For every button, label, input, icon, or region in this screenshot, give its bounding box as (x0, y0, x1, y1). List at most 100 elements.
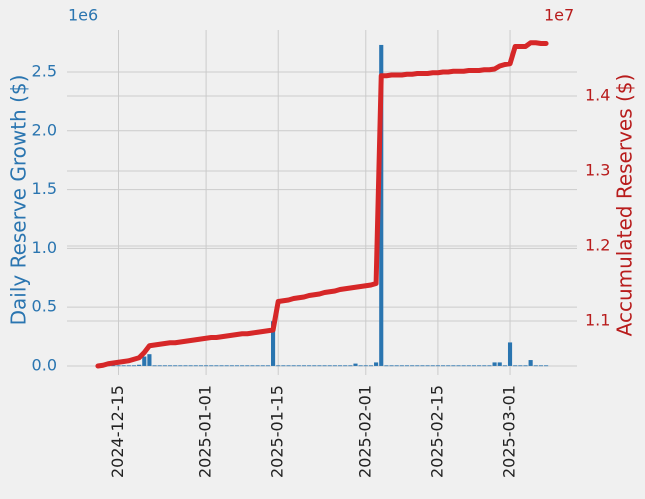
bar (518, 365, 523, 367)
bar (425, 365, 430, 367)
x-tick-label: 2025-03-01 (500, 385, 519, 478)
bar (147, 354, 152, 366)
bar (121, 365, 126, 367)
bar (384, 365, 389, 367)
y2-tick-label: 1.2 (585, 236, 610, 255)
bar (245, 365, 250, 367)
bar (229, 365, 234, 367)
bar (451, 365, 456, 367)
bar (435, 365, 440, 367)
y-tick-label: 1.0 (32, 238, 57, 257)
y2-tick-label: 1.3 (585, 161, 610, 180)
bar (461, 365, 466, 367)
y-tick-label: 2.5 (32, 61, 57, 80)
bar (183, 365, 188, 367)
bar (363, 365, 368, 367)
y-axis-label: Daily Reserve Growth ($) (7, 75, 31, 326)
bar (111, 365, 116, 367)
bar (173, 365, 178, 367)
bar (178, 365, 183, 367)
bar (358, 365, 363, 367)
bar (152, 365, 157, 367)
bar (368, 365, 373, 367)
bar (188, 365, 193, 367)
bar (281, 365, 286, 367)
bar (446, 365, 451, 367)
bar (528, 360, 533, 366)
bar (430, 365, 435, 367)
y-offset-label: 1e6 (68, 6, 98, 25)
bar (126, 365, 131, 367)
bar (198, 365, 203, 367)
bar (204, 365, 209, 367)
x-tick-label: 2024-12-15 (108, 385, 127, 478)
x-tick-label: 2025-01-15 (268, 385, 287, 478)
bar (374, 362, 379, 366)
bar (471, 365, 477, 367)
bar (167, 365, 173, 367)
bar (456, 365, 461, 367)
x-tick-label: 2025-02-15 (427, 385, 446, 478)
y-tick-label: 0.0 (32, 355, 57, 374)
bar (394, 365, 399, 367)
bar (296, 365, 301, 367)
bar (286, 365, 291, 367)
bar (441, 365, 446, 367)
bar (322, 365, 327, 367)
bar (276, 365, 281, 367)
bar (307, 365, 312, 367)
bar (477, 365, 482, 367)
bar (497, 362, 502, 366)
bar (492, 362, 497, 366)
bar (193, 365, 198, 367)
bar (482, 365, 487, 367)
bar (255, 365, 260, 367)
bar (116, 365, 121, 367)
bar (404, 365, 410, 367)
bar (487, 365, 492, 367)
bar (291, 365, 296, 367)
bar (544, 365, 549, 367)
y-tick-label: 2.0 (32, 120, 57, 139)
bar (137, 364, 142, 366)
y2-offset-label: 1e7 (544, 6, 574, 25)
bar (353, 363, 358, 366)
bar (327, 365, 332, 367)
bar (410, 365, 415, 367)
bar (234, 365, 240, 367)
bar (379, 44, 384, 366)
bar (162, 365, 167, 367)
bar (466, 365, 471, 367)
bar (271, 321, 276, 366)
bar (142, 356, 147, 366)
bar (389, 365, 394, 367)
y2-tick-label: 1.1 (585, 311, 610, 330)
x-tick-label: 2025-02-01 (355, 385, 374, 478)
bar (399, 365, 404, 367)
bar (240, 365, 245, 367)
bar (224, 365, 229, 367)
x-tick-label: 2025-01-01 (196, 385, 215, 478)
bar (312, 365, 317, 367)
bar (265, 365, 270, 367)
bar (533, 365, 538, 367)
bar (523, 365, 528, 367)
bar (209, 365, 214, 367)
bar (301, 365, 307, 367)
y-tick-label: 0.5 (32, 297, 57, 316)
bar (502, 365, 507, 367)
bar (131, 365, 137, 367)
bar (214, 365, 219, 367)
bar (343, 365, 348, 367)
bar (250, 365, 255, 367)
y2-tick-label: 1.4 (585, 86, 610, 105)
bar (317, 365, 322, 367)
y2-axis-label: Accumulated Reserves ($) (613, 74, 637, 337)
bar (260, 365, 265, 367)
bar (415, 365, 420, 367)
bar (337, 365, 343, 367)
bar (513, 365, 518, 367)
bar (420, 365, 425, 367)
